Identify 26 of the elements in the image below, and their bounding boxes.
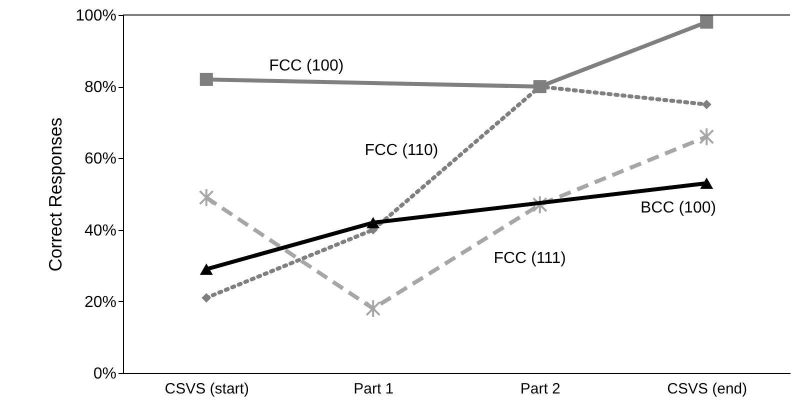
point	[200, 264, 213, 275]
point	[702, 100, 712, 110]
y-tick-label: 20%	[84, 294, 116, 311]
point	[700, 16, 714, 29]
series-label: FCC (100)	[269, 57, 344, 74]
point	[366, 299, 381, 318]
y-tick-label: 80%	[84, 79, 116, 96]
point	[700, 178, 714, 189]
series-label: BCC (100)	[640, 199, 716, 216]
x-tick-label: CSVS (end)	[667, 380, 748, 398]
x-tick-label: Part 2	[520, 380, 560, 398]
point	[200, 72, 213, 86]
y-tick-label: 60%	[84, 150, 116, 168]
point	[198, 188, 214, 208]
series-label: FCC (110)	[364, 142, 438, 160]
point	[202, 293, 212, 303]
series-label: FCC (111)	[494, 250, 566, 267]
y-tick-label: 0%	[93, 366, 116, 382]
y-tick-label: 100%	[76, 8, 116, 24]
y-tick-label: 40%	[84, 222, 116, 240]
x-tick-label: Part 1	[354, 380, 394, 398]
point	[532, 195, 548, 214]
point	[699, 127, 714, 146]
y-axis-title: Correct Responses	[46, 117, 66, 272]
point	[366, 216, 380, 228]
x-tick-label: CSVS (start)	[164, 380, 249, 398]
